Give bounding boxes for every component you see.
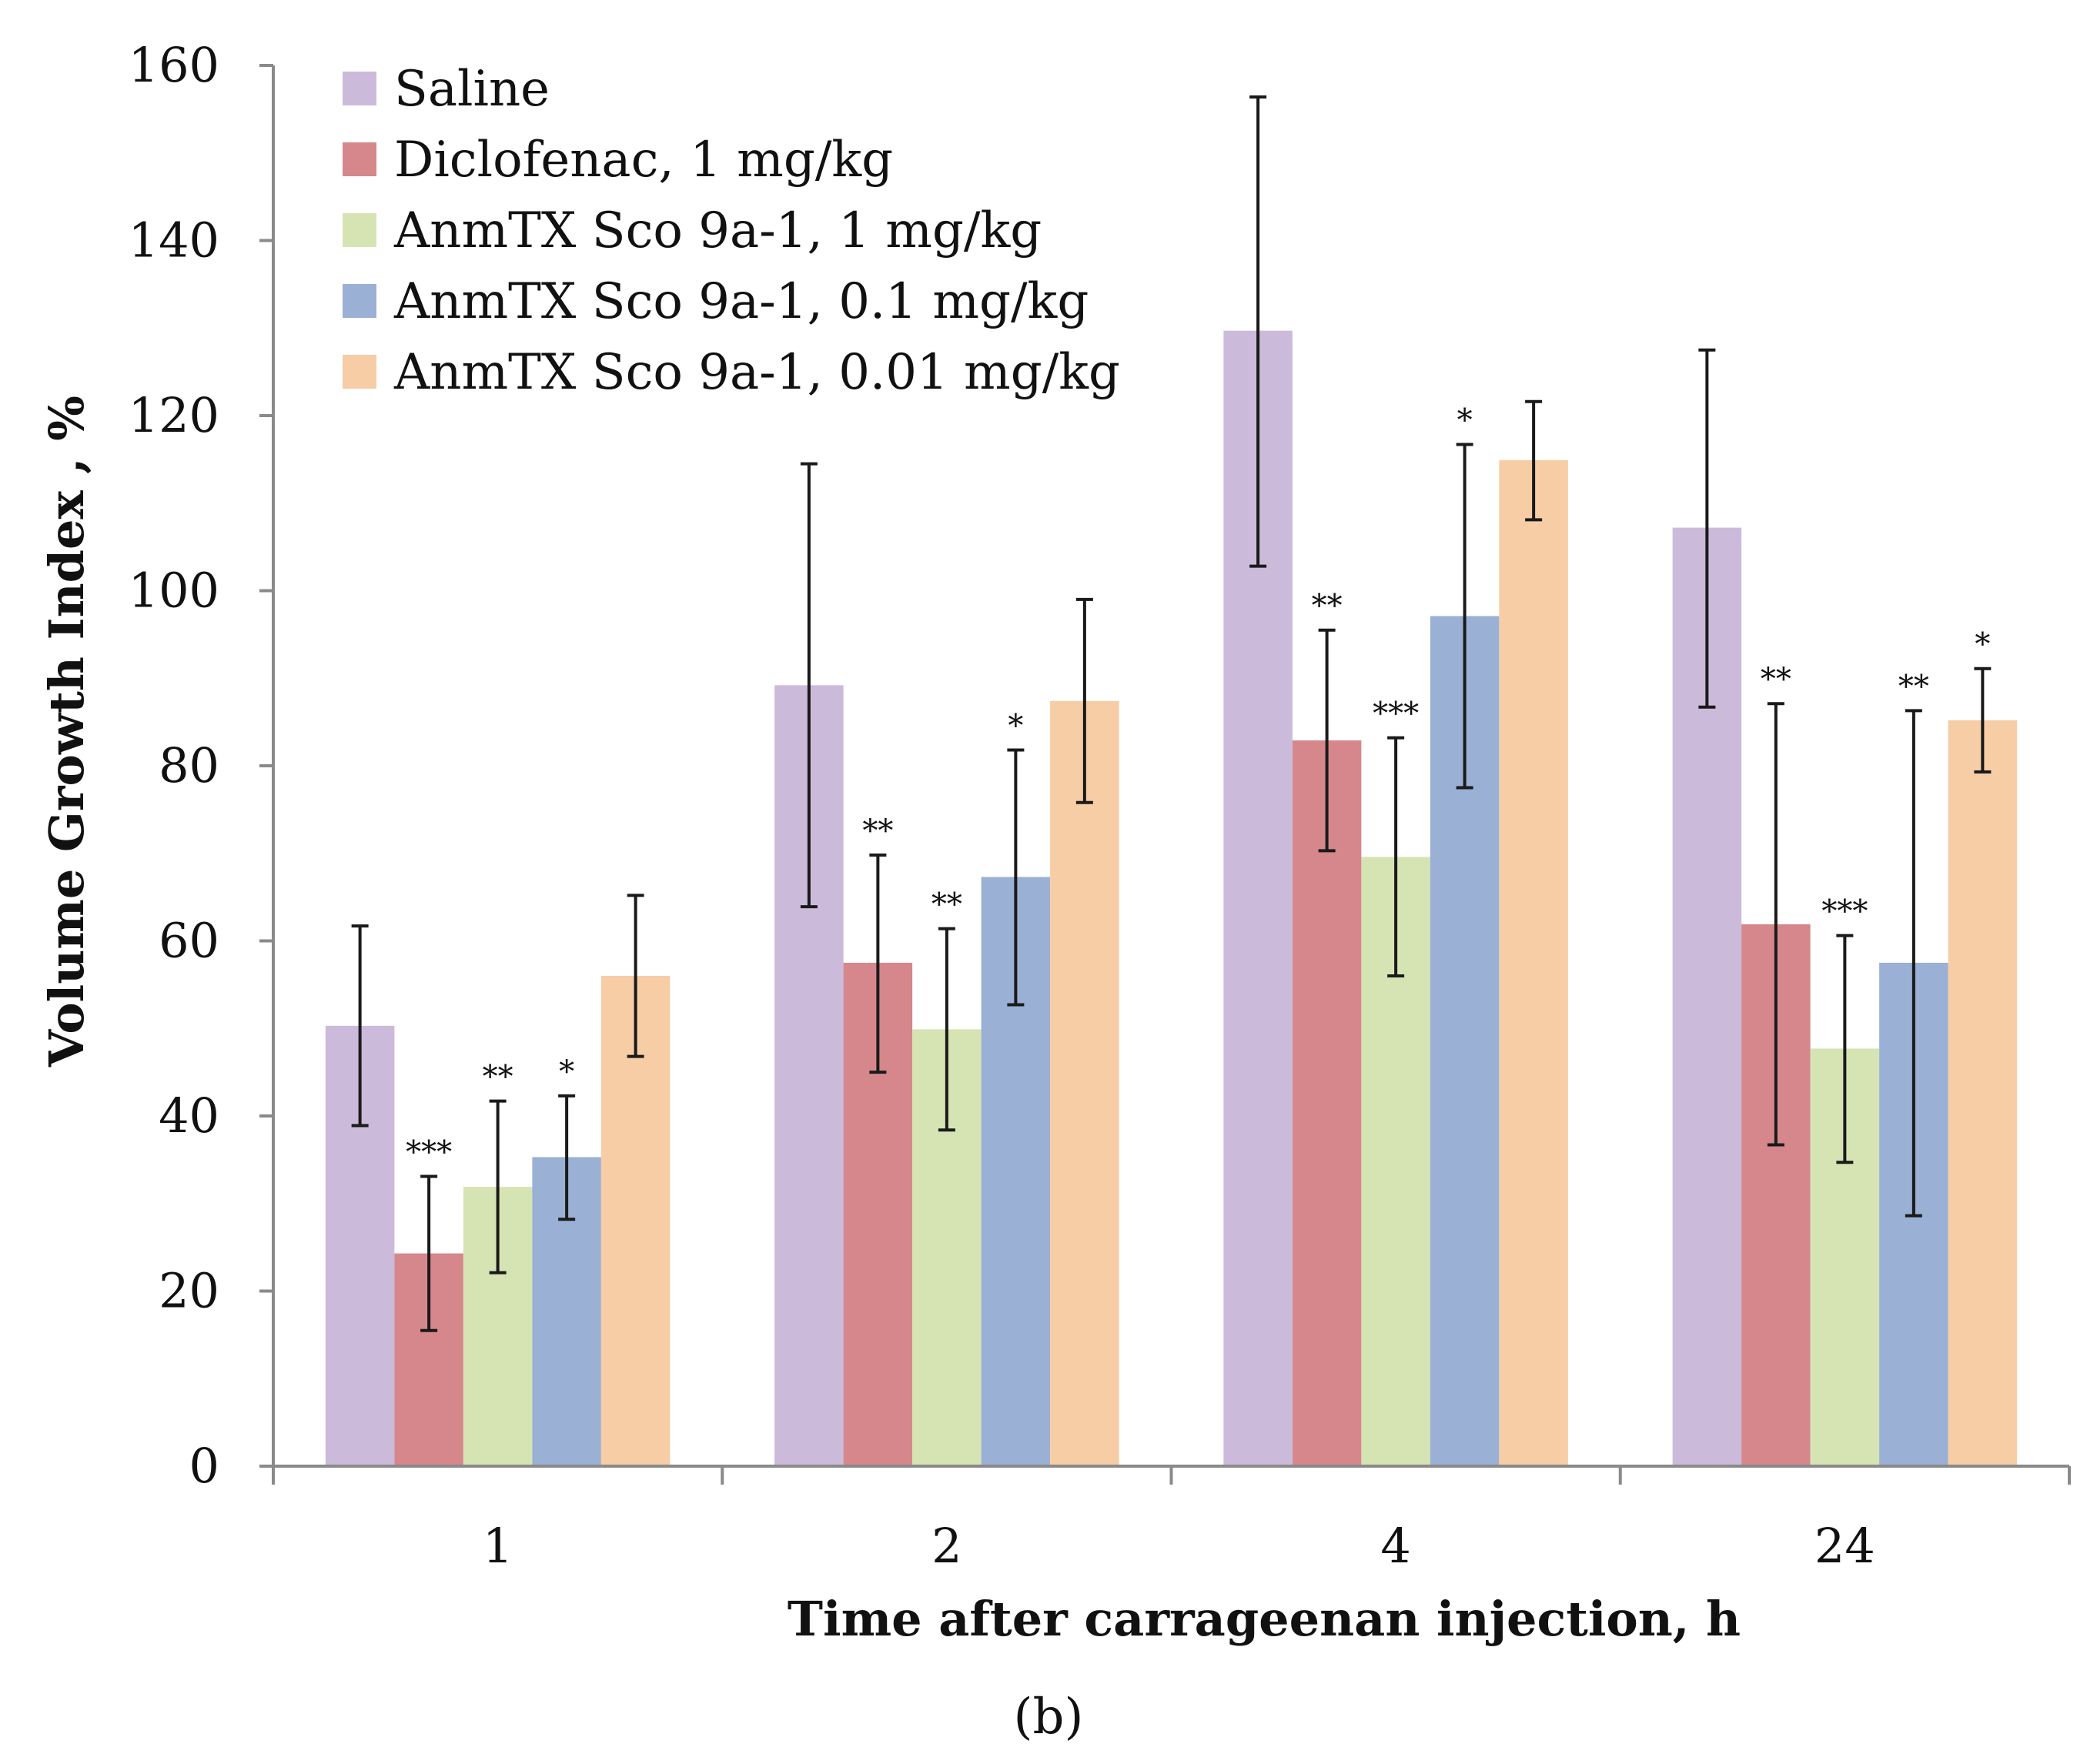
- error-bars-layer: [351, 95, 1992, 1332]
- y-tick-label: 60: [159, 913, 219, 969]
- legend-swatch: [343, 72, 376, 105]
- y-tick-label: 40: [159, 1087, 219, 1144]
- y-tick-label: 160: [129, 37, 219, 93]
- legend: Saline Diclofenac, 1 mg/kg AnmTX Sco 9a-1,…: [343, 61, 1120, 401]
- bar-series-5-t24: [1948, 720, 2018, 1466]
- significance-marker: **: [483, 1060, 513, 1095]
- bar-series-2-t4: [1292, 740, 1362, 1466]
- significance-marker: *: [559, 1054, 574, 1090]
- legend-swatch: [343, 284, 376, 318]
- significance-marker: **: [931, 887, 962, 923]
- significance-marker: ***: [406, 1134, 452, 1170]
- y-tick-label: 120: [129, 387, 219, 443]
- significance-marker: **: [1898, 669, 1929, 704]
- x-tick-label: 4: [1380, 1518, 1410, 1574]
- y-tick-label: 80: [159, 737, 219, 793]
- y-axis-title: Volume Growth Index , %: [38, 396, 95, 1067]
- y-tick-label: 20: [159, 1263, 219, 1319]
- y-tick-label: 100: [129, 563, 219, 619]
- legend-swatch: [343, 355, 376, 389]
- significance-layer: *************************: [406, 403, 1990, 1171]
- significance-marker: ***: [1373, 697, 1419, 732]
- bars-layer: [325, 330, 2018, 1467]
- bar-series-5-t2: [1050, 700, 1119, 1466]
- significance-marker: *: [1457, 403, 1473, 439]
- y-tick-label: 0: [189, 1438, 219, 1494]
- legend-label: AnmTX Sco 9a-1, 0.01 mg/kg: [393, 344, 1120, 401]
- x-tick-label: 2: [931, 1518, 962, 1574]
- x-tick-label: 24: [1814, 1518, 1875, 1574]
- x-tick-label: 1: [483, 1518, 513, 1574]
- legend-label: Diclofenac, 1 mg/kg: [394, 132, 893, 189]
- legend-swatch: [343, 142, 376, 176]
- panel-label: (b): [1014, 1689, 1084, 1746]
- y-tick-label: 140: [129, 212, 219, 269]
- x-axis-title: Time after carrageenan injection, h: [788, 1591, 1741, 1647]
- legend-label: AnmTX Sco 9a-1, 1 mg/kg: [393, 202, 1042, 259]
- legend-label: Saline: [394, 61, 550, 118]
- legend-label: AnmTX Sco 9a-1, 0.1 mg/kg: [393, 273, 1089, 330]
- bar-series-5-t4: [1499, 460, 1568, 1467]
- significance-marker: *: [1008, 709, 1023, 744]
- significance-marker: **: [862, 814, 893, 849]
- significance-marker: **: [1312, 589, 1343, 624]
- significance-marker: *: [1975, 627, 1990, 663]
- significance-marker: ***: [1821, 894, 1868, 930]
- legend-swatch: [343, 213, 376, 247]
- significance-marker: **: [1761, 662, 1791, 697]
